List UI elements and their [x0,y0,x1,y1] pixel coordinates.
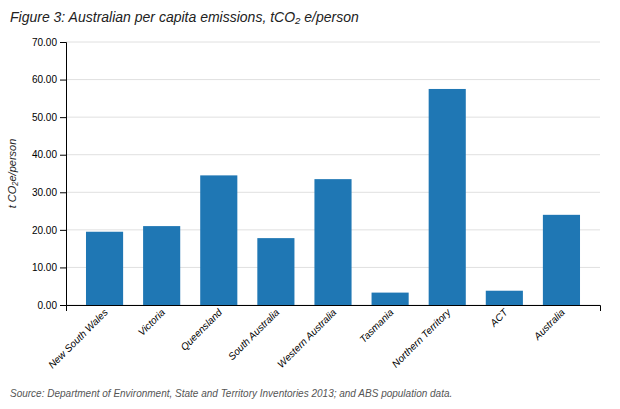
y-tick-label: 70.00 [32,37,57,48]
bar [372,293,409,305]
grid-line [66,154,600,155]
y-axis: 0.00 10.00 20.00 30.00 40.00 50.00 60.00 70.00 [32,37,67,311]
grid-line [66,117,600,118]
bar [314,179,351,305]
y-tick-label: 10.00 [32,262,57,273]
x-axis: New South Wales Victoria QueenslandSouth A… [46,306,600,371]
x-tick: Queensland [178,306,224,352]
bars [86,89,580,305]
y-tick-mark [60,155,66,156]
bar [486,291,523,305]
y-tick: 50.00 [32,112,66,123]
x-tick-label: New South Wales [46,307,110,371]
x-tick: Northern Territory [390,306,454,370]
x-tick: Australia [531,306,567,342]
y-tick-mark [60,117,66,118]
x-tick: Victoria [136,306,168,338]
y-tick: 30.00 [32,187,66,198]
y-tick: 20.00 [32,225,66,236]
x-tick: South Australia [226,306,282,362]
x-tick-label: Australia [531,306,567,342]
chart-container: Figure 3: Australian per capita emission… [0,0,620,409]
grid-line [66,79,600,80]
x-tick: New South Wales [46,307,110,371]
x-tick-label: Victoria [136,306,168,338]
x-tick-label: Northern Territory [390,306,454,370]
x-tick-label: ACT [487,306,510,329]
title: Figure 3: Australian per capita emission… [10,9,359,25]
bar [86,232,123,305]
y-tick: 40.00 [32,149,66,160]
y-tick-mark [60,267,66,268]
y-tick: 10.00 [32,262,66,273]
y-tick-mark [60,80,66,81]
y-tick-label: 0.00 [38,300,58,311]
y-tick-mark [60,42,66,43]
y-tick-label: 30.00 [32,187,57,198]
y-tick-label: 50.00 [32,112,57,123]
grid-line [66,42,600,43]
y-tick-mark [60,305,66,306]
y-tick: 60.00 [32,74,66,85]
bar [429,89,466,305]
y-tick-label: 60.00 [32,74,57,85]
bar [543,215,580,305]
y-tick-label: 40.00 [32,149,57,160]
plot-area: 0.00 10.00 20.00 30.00 40.00 50.00 60.00 70.00 N… [32,37,601,371]
y-tick: 0.00 [38,300,66,311]
source-note: Source: Department of Environment, State… [10,388,452,399]
x-tick-label: Western Australia [275,306,339,370]
x-tick-label: Queensland [178,306,224,352]
grid [66,42,600,305]
y-tick-mark [60,192,66,193]
bar [200,175,237,305]
y-axis-line [60,43,67,306]
x-tick-label: South Australia [226,306,282,362]
y-tick: 70.00 [32,37,66,48]
y-tick-label: 20.00 [32,225,57,236]
bar [143,226,180,305]
x-tick: ACT [487,306,510,329]
x-tick-label: Tasmania [357,306,395,344]
bar [257,238,294,305]
x-tick: Tasmania [357,306,395,344]
y-axis-title: t CO₂e/person [6,139,18,209]
y-tick-mark [60,230,66,231]
x-tick: Western Australia [275,306,339,370]
chart-svg: Figure 3: Australian per capita emission… [0,0,620,409]
